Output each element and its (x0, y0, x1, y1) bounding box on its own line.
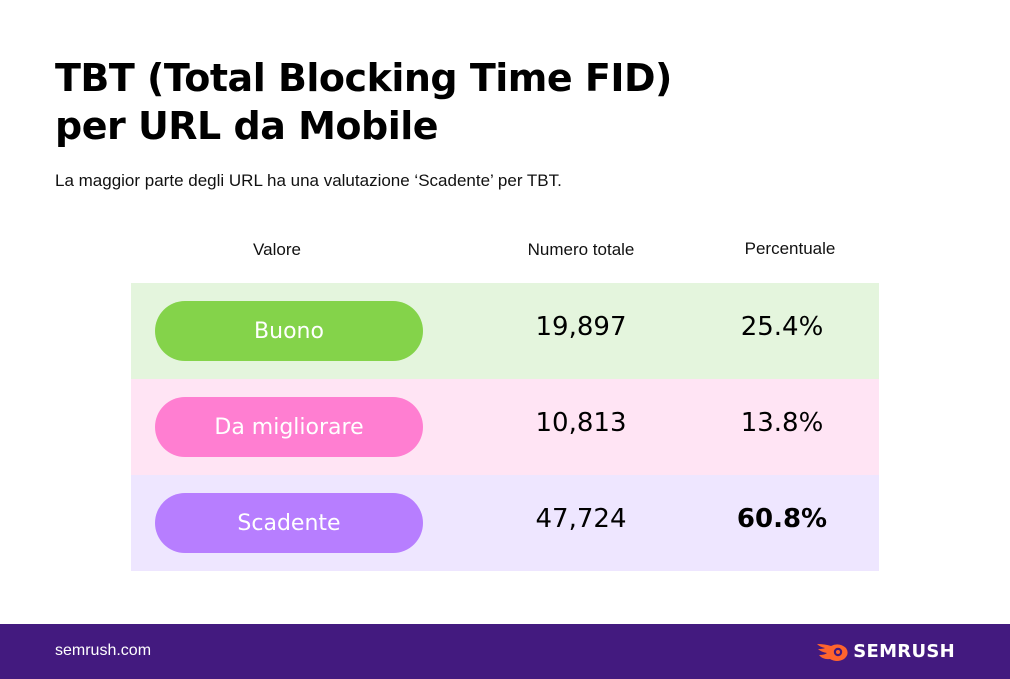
footer-url[interactable]: semrush.com (55, 642, 152, 659)
column-header-percentuale: Percentuale (744, 239, 836, 258)
percent-cell: 60.8% (736, 504, 828, 534)
table-row-da-migliorare: Da migliorare 10,813 13.8% (131, 379, 879, 475)
rating-pill-da-migliorare: Da migliorare (155, 397, 423, 457)
rating-pill-scadente: Scadente (155, 493, 423, 553)
column-header-numero-totale: Numero totale (527, 240, 635, 259)
title-line-2: per URL da Mobile (55, 104, 439, 148)
table-row-scadente: Scadente 47,724 60.8% (131, 475, 879, 571)
semrush-logo[interactable]: SEMRUSH (815, 640, 955, 662)
footer-bar: semrush.com SEMRUSH (0, 624, 1010, 679)
rating-pill-buono: Buono (155, 301, 423, 361)
table-row-buono: Buono 19,897 25.4% (131, 283, 879, 379)
title-line-1: TBT (Total Blocking Time FID) (55, 56, 672, 100)
page-title: TBT (Total Blocking Time FID) per URL da… (55, 54, 672, 150)
semrush-fire-icon (817, 644, 848, 661)
logo-text: SEMRUSH (853, 640, 955, 662)
count-cell: 19,897 (535, 312, 627, 342)
percent-cell: 13.8% (740, 408, 824, 438)
count-cell: 10,813 (535, 408, 627, 438)
percent-cell: 25.4% (740, 312, 824, 342)
count-cell: 47,724 (535, 504, 627, 534)
column-header-valore: Valore (253, 240, 301, 259)
results-table: Buono 19,897 25.4% Da migliorare 10,813 … (131, 283, 879, 571)
subtitle: La maggior parte degli URL ha una valuta… (55, 171, 562, 190)
